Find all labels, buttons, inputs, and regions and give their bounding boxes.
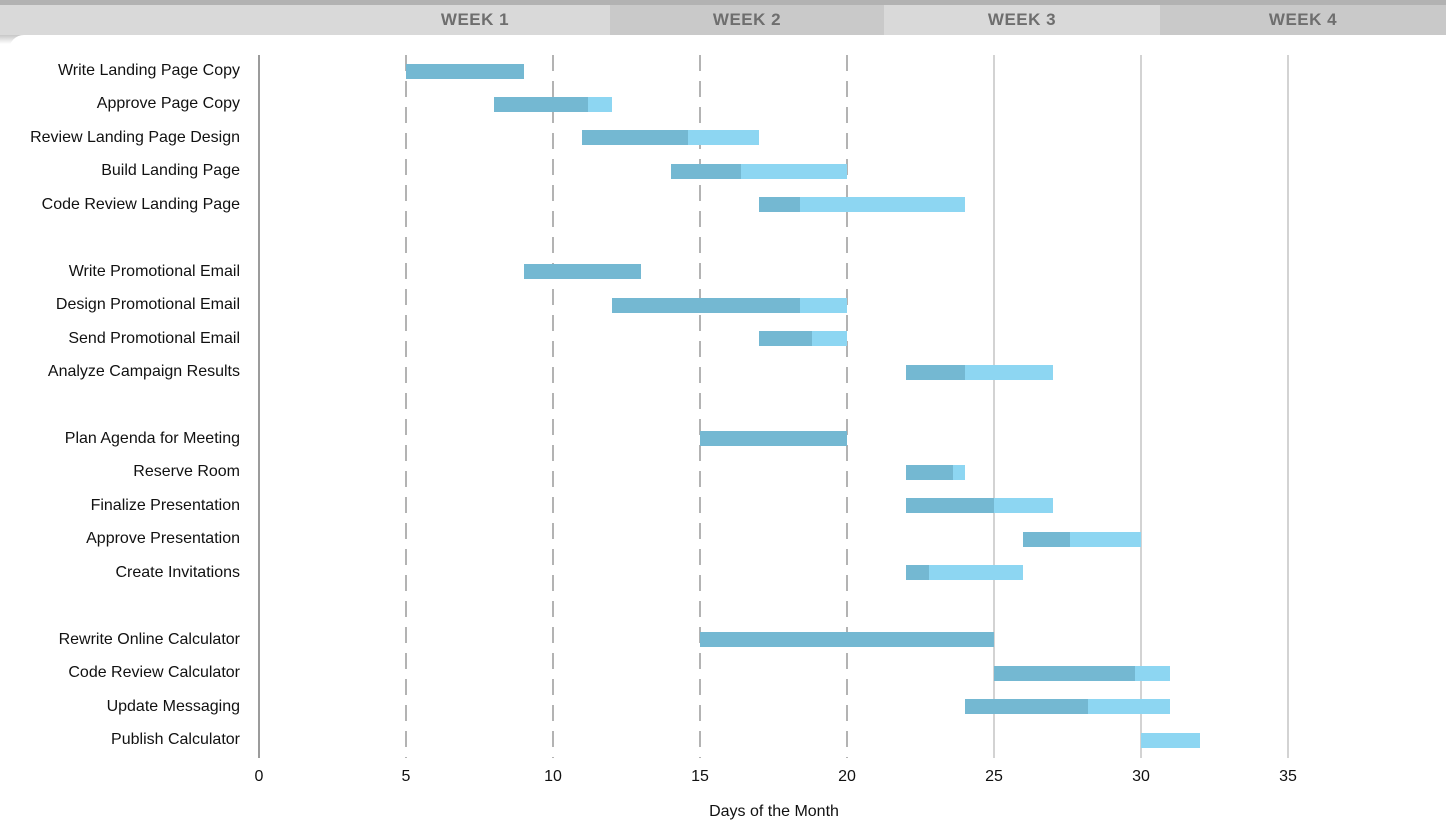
x-tick-label: 35	[1279, 768, 1297, 785]
task-label: Code Review Landing Page	[41, 195, 240, 213]
task-bar	[700, 632, 994, 648]
x-tick-label: 30	[1132, 768, 1150, 785]
x-tick-label: 0	[254, 768, 264, 785]
week-label: WEEK 1	[440, 10, 510, 29]
bar-complete-portion	[905, 565, 930, 581]
task-bar	[905, 565, 1024, 581]
gridline-day-5	[405, 55, 407, 758]
bar-complete-portion	[670, 163, 742, 179]
task-bar	[406, 63, 524, 79]
task-label: Approve Page Copy	[96, 95, 240, 113]
task-bar	[964, 699, 1171, 715]
task-label: Write Promotional Email	[68, 262, 240, 280]
task-label: Plan Agenda for Meeting	[64, 429, 240, 447]
task-label: Publish Calculator	[111, 731, 240, 748]
task-bar	[700, 431, 847, 447]
week-header-filler	[0, 5, 340, 35]
header-top-strip	[0, 0, 1446, 5]
task-bar	[582, 130, 759, 146]
task-label: Reserve Room	[133, 463, 240, 481]
task-label: Design Promotional Email	[55, 296, 240, 314]
x-tick-label: 15	[691, 768, 709, 785]
bar-complete-portion	[406, 63, 524, 79]
week-label: WEEK 4	[1268, 10, 1338, 29]
task-bar	[758, 197, 965, 213]
task-bar	[523, 264, 642, 280]
task-bar	[611, 297, 847, 313]
task-label: Approve Presentation	[86, 530, 240, 548]
bar-complete-portion	[700, 632, 994, 648]
task-bar	[670, 163, 847, 179]
task-label: Build Landing Page	[101, 162, 240, 180]
task-label: Rewrite Online Calculator	[58, 630, 240, 648]
gridline-day-30	[1140, 55, 1142, 758]
task-label: Create Invitations	[115, 563, 240, 581]
bar-complete-portion	[523, 264, 642, 280]
task-bar	[758, 331, 847, 347]
bar-complete-portion	[582, 130, 689, 146]
bar-complete-portion	[494, 96, 589, 112]
x-tick-label: 25	[985, 768, 1003, 785]
bar-complete-portion	[758, 331, 812, 347]
bar-complete-portion	[700, 431, 847, 447]
gridline-day-0	[258, 55, 260, 758]
task-label: Update Messaging	[106, 697, 240, 715]
bar-complete-portion	[994, 665, 1136, 681]
week-header-segment: WEEK 3	[884, 5, 1160, 35]
bar-complete-portion	[905, 498, 994, 514]
task-label: Finalize Presentation	[90, 496, 240, 514]
task-label: Code Review Calculator	[68, 664, 240, 682]
bar-complete-portion	[1023, 531, 1071, 547]
gridline-day-25	[993, 55, 995, 758]
gridline-day-10	[552, 55, 554, 758]
task-bar	[994, 665, 1171, 681]
gridline-day-35	[1287, 55, 1289, 758]
bar-complete-portion	[905, 464, 953, 480]
bar-complete-portion	[758, 197, 800, 213]
task-bar	[905, 464, 965, 480]
week-header-segment: WEEK 4	[1160, 5, 1446, 35]
task-bar	[905, 498, 1053, 514]
task-label: Analyze Campaign Results	[47, 363, 240, 381]
x-axis-title: Days of the Month	[709, 803, 839, 820]
task-bar	[1023, 531, 1141, 547]
x-tick-label: 20	[838, 768, 856, 785]
week-label: WEEK 3	[987, 10, 1057, 29]
task-bar	[494, 96, 612, 112]
task-label: Send Promotional Email	[68, 329, 240, 347]
week-header-segment: WEEK 1	[340, 5, 610, 35]
x-tick-label: 5	[401, 768, 411, 785]
x-tick-label: 10	[544, 768, 562, 785]
bar-complete-portion	[964, 699, 1089, 715]
task-label: Review Landing Page Design	[30, 128, 240, 146]
task-bar	[905, 364, 1053, 380]
task-label: Write Landing Page Copy	[57, 62, 240, 79]
task-bar	[1141, 732, 1200, 748]
bar-complete-portion	[905, 364, 965, 380]
week-label: WEEK 2	[712, 10, 782, 29]
week-header-segment: WEEK 2	[610, 5, 884, 35]
gridline-day-15	[699, 55, 701, 758]
gridline-day-20	[846, 55, 848, 758]
bar-complete-portion	[611, 297, 800, 313]
week-header: WEEK 1 WEEK 2 WEEK 3 WEEK 4	[0, 5, 1446, 35]
